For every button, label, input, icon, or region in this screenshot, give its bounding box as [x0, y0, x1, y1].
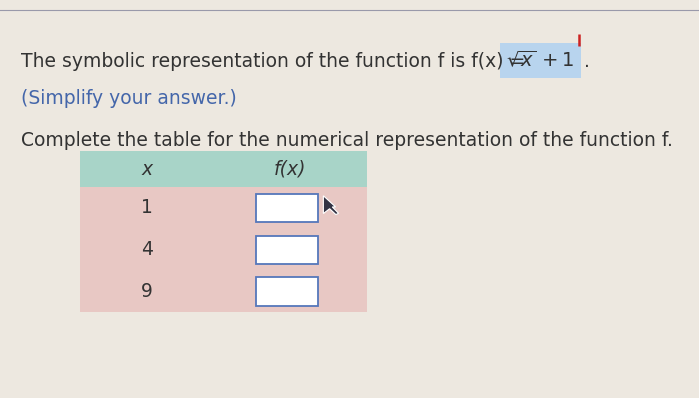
FancyBboxPatch shape [213, 151, 367, 187]
Text: f(x): f(x) [274, 160, 306, 179]
Text: x: x [141, 160, 152, 179]
Polygon shape [324, 196, 338, 215]
FancyBboxPatch shape [80, 271, 213, 312]
FancyBboxPatch shape [80, 229, 213, 271]
Text: 4: 4 [140, 240, 153, 259]
Text: Complete the table for the numerical representation of the function f.: Complete the table for the numerical rep… [21, 131, 673, 150]
FancyBboxPatch shape [500, 43, 581, 78]
FancyBboxPatch shape [257, 194, 318, 222]
Text: .: . [584, 52, 589, 71]
FancyBboxPatch shape [257, 236, 318, 264]
Text: 1: 1 [141, 199, 152, 217]
Text: $\sqrt{x}$$\,+1$: $\sqrt{x}$$\,+1$ [506, 50, 575, 70]
Text: 9: 9 [141, 282, 152, 301]
FancyBboxPatch shape [213, 229, 367, 271]
FancyBboxPatch shape [80, 151, 213, 187]
Text: (Simplify your answer.): (Simplify your answer.) [21, 89, 237, 108]
FancyBboxPatch shape [257, 277, 318, 306]
FancyBboxPatch shape [213, 271, 367, 312]
Text: The symbolic representation of the function f is f(x) =: The symbolic representation of the funct… [21, 52, 531, 71]
FancyBboxPatch shape [213, 187, 367, 229]
FancyBboxPatch shape [80, 187, 213, 229]
